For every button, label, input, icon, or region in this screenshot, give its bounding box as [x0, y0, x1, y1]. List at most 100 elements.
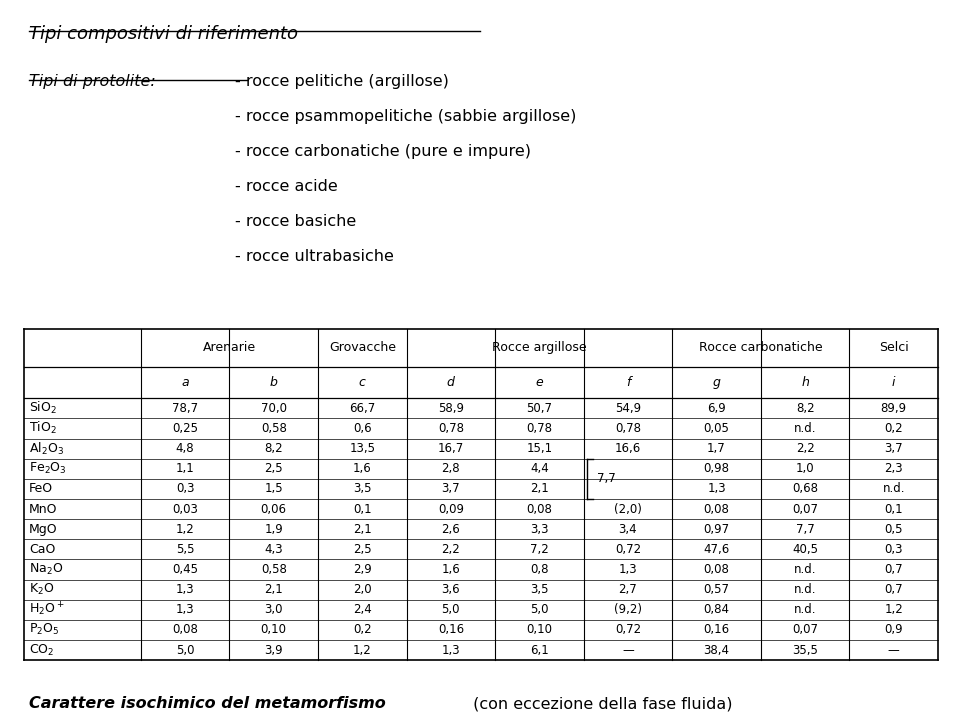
Text: n.d.: n.d.: [794, 563, 816, 576]
Text: 0,08: 0,08: [704, 563, 730, 576]
Text: - rocce pelitiche (argillose): - rocce pelitiche (argillose): [235, 74, 449, 89]
Text: 5,5: 5,5: [176, 543, 194, 556]
Text: TiO$_2$: TiO$_2$: [29, 420, 57, 436]
Text: (9,2): (9,2): [614, 603, 642, 616]
Text: 35,5: 35,5: [792, 643, 818, 656]
Text: 2,5: 2,5: [353, 543, 372, 556]
Text: 1,3: 1,3: [618, 563, 637, 576]
Text: 16,6: 16,6: [614, 442, 641, 455]
Text: 2,6: 2,6: [442, 523, 460, 536]
Text: 0,98: 0,98: [704, 462, 730, 475]
Text: 7,7: 7,7: [796, 523, 814, 536]
Text: 0,45: 0,45: [172, 563, 198, 576]
Text: 5,0: 5,0: [530, 603, 549, 616]
Text: 8,2: 8,2: [264, 442, 283, 455]
Text: 1,0: 1,0: [796, 462, 814, 475]
Text: 70,0: 70,0: [261, 402, 287, 415]
Text: 13,5: 13,5: [349, 442, 375, 455]
Text: 1,2: 1,2: [353, 643, 372, 656]
Text: 0,3: 0,3: [884, 543, 903, 556]
Text: Tipi compositivi di riferimento: Tipi compositivi di riferimento: [29, 25, 298, 44]
Text: 0,68: 0,68: [792, 483, 818, 495]
Text: 0,58: 0,58: [261, 422, 287, 435]
Text: 16,7: 16,7: [438, 442, 464, 455]
Text: 2,7: 2,7: [618, 583, 637, 596]
Text: c: c: [359, 376, 366, 389]
Text: 0,72: 0,72: [615, 543, 641, 556]
Text: H$_2$O$^+$: H$_2$O$^+$: [29, 601, 64, 619]
Text: 1,5: 1,5: [264, 483, 283, 495]
Text: 0,16: 0,16: [704, 623, 730, 636]
Text: 2,2: 2,2: [796, 442, 814, 455]
Text: 6,1: 6,1: [530, 643, 549, 656]
Text: n.d.: n.d.: [794, 583, 816, 596]
Text: 3,3: 3,3: [530, 523, 549, 536]
Text: 0,06: 0,06: [261, 502, 287, 515]
Text: 0,58: 0,58: [261, 563, 287, 576]
Text: Selci: Selci: [878, 341, 908, 354]
Text: 2,1: 2,1: [530, 483, 549, 495]
Text: —: —: [622, 643, 634, 656]
Text: Tipi di protolite:: Tipi di protolite:: [29, 74, 156, 89]
Text: 0,9: 0,9: [884, 623, 903, 636]
Text: 0,07: 0,07: [792, 502, 818, 515]
Text: Na$_2$O: Na$_2$O: [29, 562, 63, 577]
Text: Arenarie: Arenarie: [203, 341, 256, 354]
Text: 3,5: 3,5: [530, 583, 549, 596]
Text: 66,7: 66,7: [349, 402, 375, 415]
Text: 1,6: 1,6: [442, 563, 460, 576]
Text: 2,1: 2,1: [353, 523, 372, 536]
Text: 0,6: 0,6: [353, 422, 372, 435]
Text: MnO: MnO: [29, 502, 58, 515]
Text: 3,9: 3,9: [264, 643, 283, 656]
Text: 54,9: 54,9: [615, 402, 641, 415]
Text: 1,3: 1,3: [176, 603, 195, 616]
Text: 0,78: 0,78: [615, 422, 641, 435]
Text: 0,1: 0,1: [353, 502, 372, 515]
Text: 0,72: 0,72: [615, 623, 641, 636]
Text: 2,2: 2,2: [442, 543, 460, 556]
Text: 0,84: 0,84: [704, 603, 730, 616]
Text: 1,2: 1,2: [176, 523, 195, 536]
Text: 15,1: 15,1: [526, 442, 552, 455]
Text: 47,6: 47,6: [704, 543, 730, 556]
Text: 0,08: 0,08: [526, 502, 552, 515]
Text: 1,1: 1,1: [176, 462, 195, 475]
Text: K$_2$O: K$_2$O: [29, 582, 54, 597]
Text: P$_2$O$_5$: P$_2$O$_5$: [29, 622, 60, 638]
Text: - rocce acide: - rocce acide: [235, 179, 338, 194]
Text: 78,7: 78,7: [172, 402, 198, 415]
Text: 40,5: 40,5: [792, 543, 818, 556]
Text: 0,2: 0,2: [353, 623, 372, 636]
Text: 4,8: 4,8: [176, 442, 195, 455]
Text: SiO$_2$: SiO$_2$: [29, 401, 57, 417]
Text: 0,57: 0,57: [704, 583, 730, 596]
Text: 1,9: 1,9: [264, 523, 283, 536]
Text: 2,5: 2,5: [264, 462, 283, 475]
Text: 2,9: 2,9: [353, 563, 372, 576]
Text: 0,16: 0,16: [438, 623, 464, 636]
Text: 0,8: 0,8: [530, 563, 549, 576]
Text: 1,6: 1,6: [353, 462, 372, 475]
Text: 0,10: 0,10: [526, 623, 552, 636]
Text: 3,5: 3,5: [353, 483, 372, 495]
Text: 0,07: 0,07: [792, 623, 818, 636]
Text: Rocce argillose: Rocce argillose: [492, 341, 587, 354]
Text: 2,8: 2,8: [442, 462, 460, 475]
Text: i: i: [892, 376, 896, 389]
Text: —: —: [888, 643, 900, 656]
Text: Fe$_2$O$_3$: Fe$_2$O$_3$: [29, 461, 66, 476]
Text: 50,7: 50,7: [526, 402, 552, 415]
Text: 0,05: 0,05: [704, 422, 730, 435]
Text: n.d.: n.d.: [794, 422, 816, 435]
Text: - rocce psammopelitiche (sabbie argillose): - rocce psammopelitiche (sabbie argillos…: [235, 109, 577, 124]
Text: 0,08: 0,08: [172, 623, 198, 636]
Text: 0,09: 0,09: [438, 502, 464, 515]
Text: 0,78: 0,78: [438, 422, 464, 435]
Text: 3,7: 3,7: [442, 483, 460, 495]
Text: Al$_2$O$_3$: Al$_2$O$_3$: [29, 441, 63, 457]
Text: CO$_2$: CO$_2$: [29, 643, 54, 658]
Text: CaO: CaO: [29, 543, 55, 556]
Text: n.d.: n.d.: [794, 603, 816, 616]
Text: Rocce carbonatiche: Rocce carbonatiche: [699, 341, 823, 354]
